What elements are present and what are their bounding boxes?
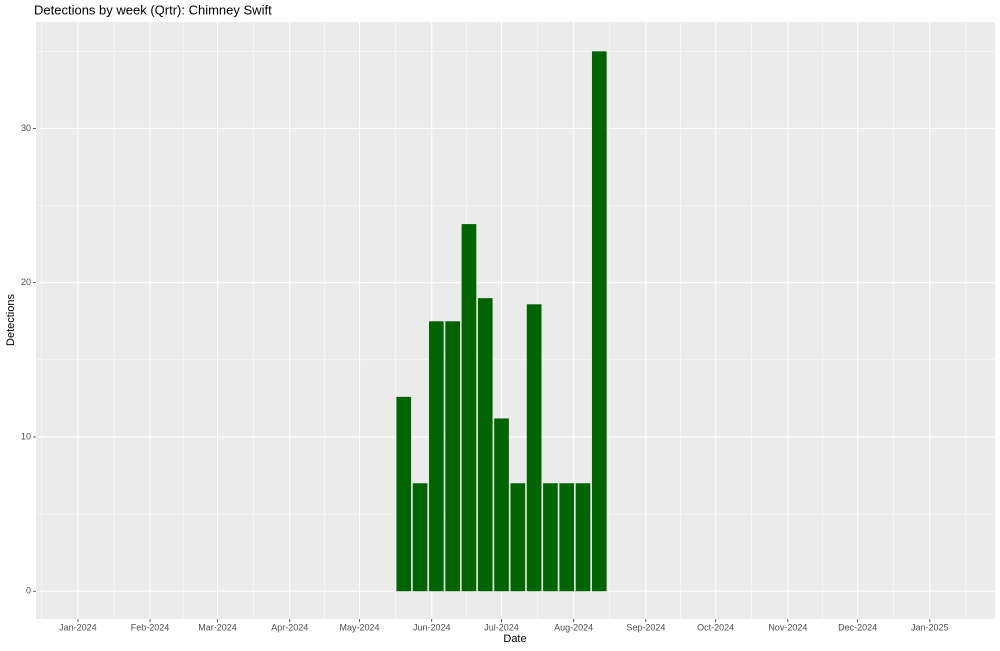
bar (526, 304, 542, 592)
x-tick-label: Aug-2024 (554, 622, 593, 632)
bar (591, 51, 607, 592)
x-tick-label: Feb-2024 (131, 622, 170, 632)
bar (461, 224, 477, 592)
bar (412, 483, 428, 592)
x-tick-label: Jun-2024 (413, 622, 451, 632)
bar (575, 483, 591, 592)
y-tick-label: 0 (26, 586, 31, 596)
bar (494, 418, 509, 592)
x-tick-label: Apr-2024 (271, 622, 308, 632)
y-tick-label: 30 (21, 123, 31, 133)
y-tick-label: 10 (21, 431, 31, 441)
x-tick-label: Jan-2024 (59, 622, 97, 632)
x-tick-label: Dec-2024 (838, 622, 877, 632)
x-tick-label: Jul-2024 (484, 622, 519, 632)
x-axis-title: Date (503, 633, 526, 645)
bar (477, 298, 493, 592)
bar (445, 321, 460, 592)
bar (510, 483, 526, 592)
bar (543, 483, 558, 592)
x-tick-label: Sep-2024 (626, 622, 665, 632)
x-tick-label: Nov-2024 (768, 622, 807, 632)
bar (429, 321, 444, 592)
x-tick-label: Mar-2024 (198, 622, 237, 632)
x-tick-label: Oct-2024 (697, 622, 734, 632)
x-tick-label: Jan-2025 (911, 622, 949, 632)
y-axis-title: Detections (5, 294, 17, 346)
y-tick-label: 20 (21, 277, 31, 287)
x-tick-label: May-2024 (340, 622, 380, 632)
chart-title: Detections by week (Qrtr): Chimney Swift (34, 2, 272, 17)
bar (559, 483, 575, 592)
bar (396, 396, 412, 592)
